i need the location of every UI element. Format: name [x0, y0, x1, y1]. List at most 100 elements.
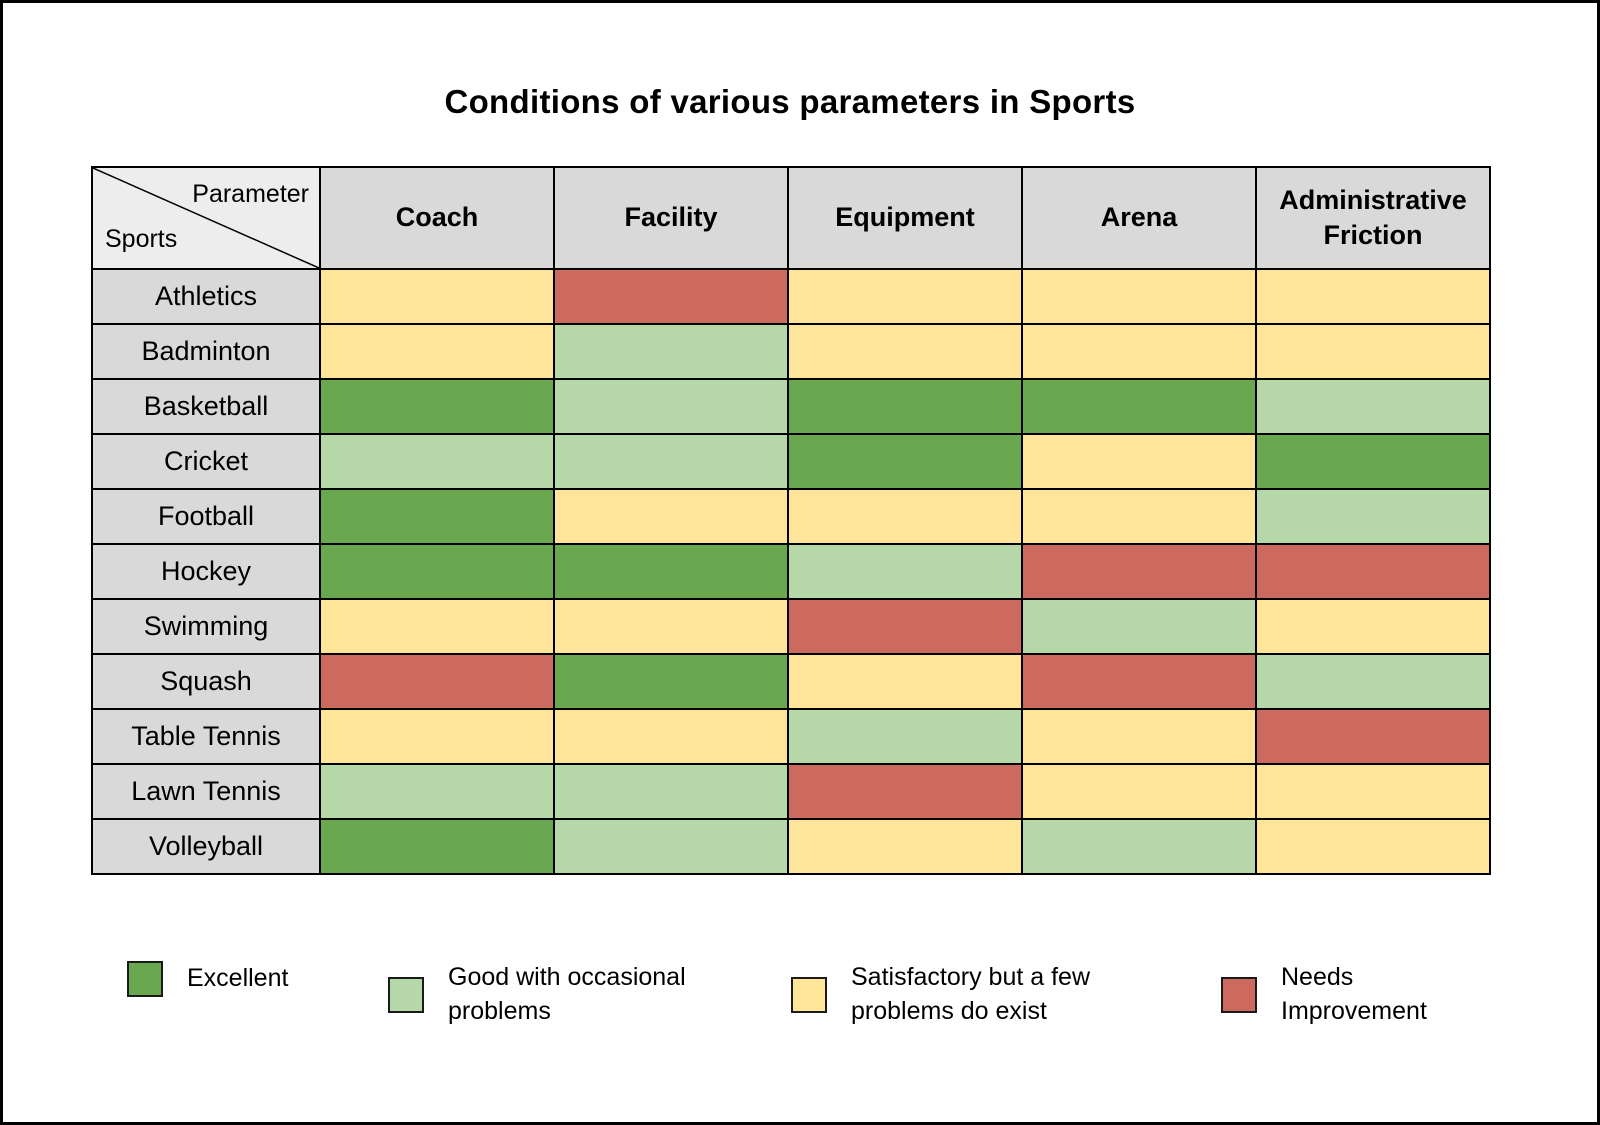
legend-swatch-satisfactory-icon: [791, 976, 827, 1013]
legend-item-good: Good with occasional problems: [388, 961, 723, 1029]
rating-cell-satisfactory: [319, 323, 555, 380]
column-header-administrative-friction: Administrative Friction: [1255, 166, 1491, 270]
sport-label-hockey: Hockey: [91, 543, 321, 600]
rating-cell-excellent: [553, 543, 789, 600]
rating-cell-good: [553, 323, 789, 380]
diagonal-divider-icon: [93, 168, 319, 268]
corner-parameter-label: Parameter: [192, 180, 309, 208]
column-header-equipment: Equipment: [787, 166, 1023, 270]
sport-row: Football: [91, 488, 1491, 545]
rating-cell-excellent: [787, 378, 1023, 435]
rating-cell-satisfactory: [787, 323, 1023, 380]
rating-cell-satisfactory: [787, 488, 1023, 545]
rating-cell-needs-improvement: [319, 653, 555, 710]
rating-cell-satisfactory: [1255, 323, 1491, 380]
corner-cell: Parameter Sports: [91, 166, 321, 270]
sport-label-volleyball: Volleyball: [91, 818, 321, 875]
rating-cell-good: [787, 708, 1023, 765]
sport-label-lawn-tennis: Lawn Tennis: [91, 763, 321, 820]
rating-cell-excellent: [1021, 378, 1257, 435]
rating-cell-excellent: [787, 433, 1023, 490]
sport-row: Cricket: [91, 433, 1491, 490]
sport-row: Lawn Tennis: [91, 763, 1491, 820]
sport-row: Athletics: [91, 268, 1491, 325]
rating-cell-excellent: [553, 653, 789, 710]
rating-cell-good: [1255, 488, 1491, 545]
rating-cell-satisfactory: [1021, 323, 1257, 380]
rating-cell-good: [1255, 653, 1491, 710]
rating-cell-excellent: [1255, 433, 1491, 490]
rating-cell-satisfactory: [319, 708, 555, 765]
legend-label-satisfactory: Satisfactory but a few problems do exist: [851, 963, 1091, 1025]
sport-label-athletics: Athletics: [91, 268, 321, 325]
sport-row: Badminton: [91, 323, 1491, 380]
rating-cell-satisfactory: [787, 653, 1023, 710]
rating-cell-needs-improvement: [553, 268, 789, 325]
rating-cell-satisfactory: [1021, 708, 1257, 765]
corner-sports-label: Sports: [105, 225, 178, 253]
rating-cell-good: [1021, 598, 1257, 655]
rating-cell-satisfactory: [1255, 268, 1491, 325]
rating-cell-good: [319, 763, 555, 820]
rating-cell-satisfactory: [1255, 598, 1491, 655]
rating-cell-needs-improvement: [1021, 653, 1257, 710]
rating-cell-excellent: [319, 488, 555, 545]
rating-cell-needs-improvement: [1021, 543, 1257, 600]
rating-cell-good: [1021, 818, 1257, 875]
legend-item-needs-improvement: Needs Improvement: [1221, 961, 1466, 1029]
rating-cell-needs-improvement: [787, 598, 1023, 655]
rating-cell-needs-improvement: [1255, 543, 1491, 600]
rating-cell-satisfactory: [1021, 763, 1257, 820]
sport-row: Basketball: [91, 378, 1491, 435]
rating-cell-good: [319, 433, 555, 490]
legend: Excellent Good with occasional problems …: [3, 961, 1597, 1071]
rating-cell-good: [787, 543, 1023, 600]
legend-item-excellent: Excellent: [127, 961, 288, 997]
legend-label-good: Good with occasional problems: [448, 963, 686, 1025]
legend-item-satisfactory: Satisfactory but a few problems do exist: [791, 961, 1146, 1029]
rating-cell-satisfactory: [553, 488, 789, 545]
rating-cell-satisfactory: [1255, 818, 1491, 875]
sport-label-badminton: Badminton: [91, 323, 321, 380]
rating-cell-satisfactory: [319, 268, 555, 325]
sport-row: Table Tennis: [91, 708, 1491, 765]
sport-label-squash: Squash: [91, 653, 321, 710]
rating-cell-excellent: [319, 378, 555, 435]
rating-cell-satisfactory: [553, 598, 789, 655]
table-body: Athletics Badminton Basketball Cricket Footb…: [91, 268, 1491, 875]
rating-cell-satisfactory: [1021, 433, 1257, 490]
rating-cell-satisfactory: [1021, 268, 1257, 325]
rating-cell-excellent: [319, 818, 555, 875]
rating-cell-needs-improvement: [1255, 708, 1491, 765]
sport-row: Volleyball: [91, 818, 1491, 875]
sport-label-swimming: Swimming: [91, 598, 321, 655]
sport-label-football: Football: [91, 488, 321, 545]
legend-swatch-good-icon: [388, 976, 424, 1013]
chart-title: Conditions of various parameters in Spor…: [444, 83, 1136, 120]
sport-row: Swimming: [91, 598, 1491, 655]
legend-swatch-excellent-icon: [127, 961, 163, 997]
rating-cell-good: [553, 378, 789, 435]
column-header-arena: Arena: [1021, 166, 1257, 270]
rating-cell-excellent: [319, 543, 555, 600]
rating-cell-satisfactory: [787, 268, 1023, 325]
rating-cell-good: [553, 763, 789, 820]
column-header-facility: Facility: [553, 166, 789, 270]
sport-row: Hockey: [91, 543, 1491, 600]
rating-cell-good: [553, 433, 789, 490]
legend-label-needs-improvement: Needs Improvement: [1281, 963, 1427, 1025]
rating-cell-satisfactory: [787, 818, 1023, 875]
rating-cell-satisfactory: [1021, 488, 1257, 545]
column-header-coach: Coach: [319, 166, 555, 270]
rating-cell-good: [553, 818, 789, 875]
sport-label-cricket: Cricket: [91, 433, 321, 490]
rating-cell-satisfactory: [553, 708, 789, 765]
sport-label-basketball: Basketball: [91, 378, 321, 435]
rating-cell-good: [1255, 378, 1491, 435]
sport-label-table-tennis: Table Tennis: [91, 708, 321, 765]
legend-swatch-needs-improvement-icon: [1221, 976, 1257, 1013]
rating-cell-satisfactory: [319, 598, 555, 655]
conditions-table: Parameter Sports Coach Facility Equipmen…: [91, 166, 1491, 875]
rating-cell-satisfactory: [1255, 763, 1491, 820]
